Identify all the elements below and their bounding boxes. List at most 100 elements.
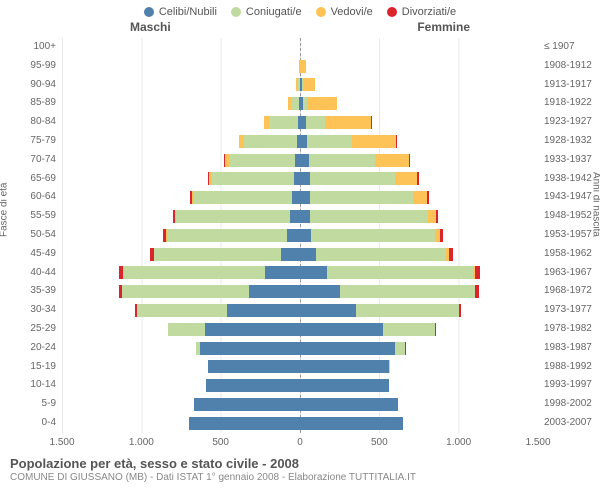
bar-segment <box>352 135 396 148</box>
bar-row <box>62 264 538 283</box>
birth-label: 1943-1947 <box>544 188 592 207</box>
bar-segment <box>300 323 383 336</box>
legend-label: Coniugati/e <box>246 6 302 18</box>
bar-segment <box>122 285 249 298</box>
female-bar <box>300 360 538 373</box>
bar-row <box>62 339 538 358</box>
bar-segment <box>307 135 351 148</box>
male-bar <box>62 191 300 204</box>
legend-swatch <box>316 7 326 17</box>
age-label: 90-94 <box>30 76 56 95</box>
female-bar <box>300 323 538 336</box>
age-label: 0-4 <box>42 414 56 433</box>
bar-segment <box>200 342 300 355</box>
bar-row <box>62 38 538 57</box>
chart-subtitle: COMUNE DI GIUSSANO (MB) - Dati ISTAT 1° … <box>10 472 590 483</box>
legend-item: Coniugati/e <box>231 6 302 18</box>
male-bar <box>62 97 300 110</box>
bar-segment <box>395 342 405 355</box>
male-bar <box>62 248 300 261</box>
bar-segment <box>300 360 389 373</box>
bar-segment <box>435 323 436 336</box>
female-bar <box>300 154 538 167</box>
bar-row <box>62 414 538 433</box>
bar-segment <box>229 154 296 167</box>
birth-label: 1928-1932 <box>544 132 592 151</box>
x-tick: 1.500 <box>49 437 74 448</box>
y-axis-right-label: Anni di nascita <box>591 172 600 237</box>
bar-segment <box>137 304 227 317</box>
x-axis: 1.5001.00050005001.0001.500 <box>62 436 538 452</box>
age-label: 40-44 <box>30 264 56 283</box>
bar-segment <box>244 135 296 148</box>
female-bar <box>300 417 538 430</box>
bar-segment <box>300 172 310 185</box>
birth-label: 1973-1977 <box>544 301 592 320</box>
birth-label: 1948-1952 <box>544 207 592 226</box>
bar-segment <box>383 323 435 336</box>
bar-segment <box>440 229 443 242</box>
birth-label: 1933-1937 <box>544 151 592 170</box>
footer: Popolazione per età, sesso e stato civil… <box>0 452 600 483</box>
female-bar <box>300 285 538 298</box>
header-male: Maschi <box>130 20 171 34</box>
bar-segment <box>306 116 325 129</box>
bar-segment <box>413 191 427 204</box>
bar-segment <box>310 210 427 223</box>
bar-row <box>62 207 538 226</box>
female-bar <box>300 229 538 242</box>
female-bar <box>300 379 538 392</box>
birth-label: 1953-1957 <box>544 226 592 245</box>
header-female: Femmine <box>417 20 470 34</box>
bar-segment <box>307 97 337 110</box>
male-bar <box>62 360 300 373</box>
bar-segment <box>316 248 446 261</box>
male-bar <box>62 41 300 54</box>
female-bar <box>300 78 538 91</box>
male-bar <box>62 60 300 73</box>
bar-row <box>62 301 538 320</box>
bar-segment <box>287 229 300 242</box>
age-label: 55-59 <box>30 207 56 226</box>
birth-label: 1983-1987 <box>544 339 592 358</box>
bar-segment <box>167 229 288 242</box>
bar-segment <box>300 285 340 298</box>
age-label: 10-14 <box>30 376 56 395</box>
male-bar <box>62 323 300 336</box>
bar-segment <box>168 323 204 336</box>
bar-segment <box>292 191 300 204</box>
bar-segment <box>310 172 396 185</box>
age-label: 75-79 <box>30 132 56 151</box>
legend-swatch <box>144 7 154 17</box>
bar-segment <box>311 229 435 242</box>
legend: Celibi/NubiliConiugati/eVedovi/eDivorzia… <box>0 0 600 20</box>
male-bar <box>62 266 300 279</box>
female-bar <box>300 60 538 73</box>
male-bar <box>62 78 300 91</box>
bar-row <box>62 113 538 132</box>
male-bar <box>62 379 300 392</box>
age-label: 50-54 <box>30 226 56 245</box>
bar-segment <box>300 60 306 73</box>
bar-row <box>62 170 538 189</box>
bar-segment <box>300 191 310 204</box>
bar-segment <box>124 266 265 279</box>
bar-segment <box>269 116 298 129</box>
birth-label: 1913-1917 <box>544 76 592 95</box>
female-bar <box>300 342 538 355</box>
bar-segment <box>396 135 397 148</box>
chart-title: Popolazione per età, sesso e stato civil… <box>10 456 590 471</box>
female-bar <box>300 97 538 110</box>
bar-row <box>62 94 538 113</box>
male-bar <box>62 417 300 430</box>
age-label: 70-74 <box>30 151 56 170</box>
y-axis-birth: ≤ 19071908-19121913-19171918-19221923-19… <box>538 38 600 436</box>
bar-segment <box>327 266 473 279</box>
birth-label: 1938-1942 <box>544 170 592 189</box>
y-axis-left-label: Fasce di età <box>0 183 10 237</box>
birth-label: 1993-1997 <box>544 376 592 395</box>
bar-segment <box>300 342 395 355</box>
female-bar <box>300 191 538 204</box>
bar-segment <box>300 135 307 148</box>
age-label: 35-39 <box>30 282 56 301</box>
